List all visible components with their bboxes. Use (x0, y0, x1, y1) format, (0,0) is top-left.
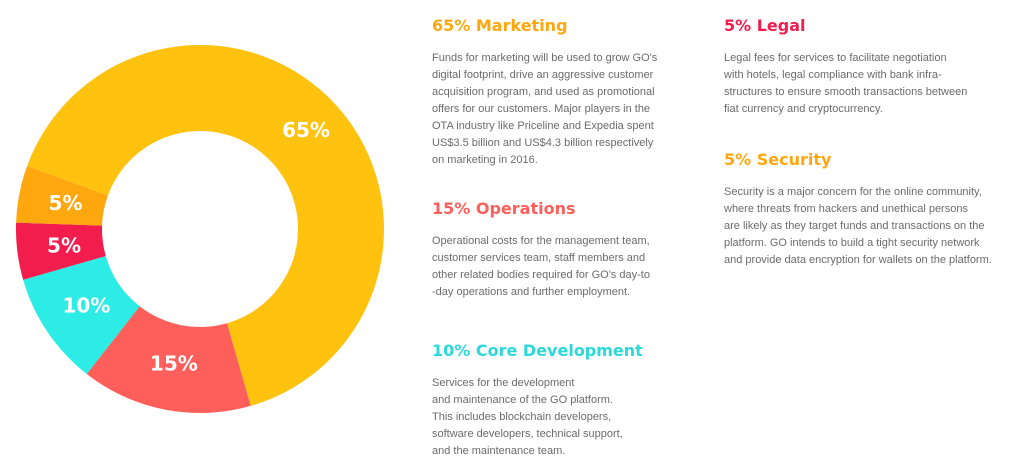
slice-core-development (23, 256, 140, 374)
text-line: Services for the development (432, 377, 575, 389)
text-line: platform. GO intends to build a tight se… (724, 237, 980, 249)
section-title-security: 5% Security (724, 150, 832, 169)
text-line: and provide data encryption for wallets … (724, 254, 992, 266)
text-line: -day operations and further employment. (432, 286, 631, 298)
text-line: OTA industry like Priceline and Expedia … (432, 120, 654, 132)
text-line: Operational costs for the management tea… (432, 235, 650, 247)
section-marketing: 65% Marketing Funds for marketing will b… (432, 16, 657, 169)
section-text-operations: Operational costs for the management tea… (432, 233, 650, 301)
text-line: offers for our customers. Major players … (432, 103, 651, 115)
text-line: US$3.5 billion and US$4.3 billion respec… (432, 137, 654, 149)
text-line: structures to ensure smooth transactions… (724, 86, 968, 98)
slice-label-core-development: 10% (62, 294, 110, 318)
text-line: software developers, technical support, (432, 428, 623, 440)
slice-label-operations: 15% (150, 351, 198, 375)
text-line: digital footprint, drive an aggressive c… (432, 69, 654, 81)
slice-legal (15, 222, 106, 280)
slice-marketing (27, 45, 384, 406)
slice-operations (86, 306, 251, 414)
section-legal: 5% Legal Legal fees for services to faci… (724, 16, 967, 118)
text-line: fiat currency and cryptocurrency. (724, 103, 883, 115)
text-line: This includes blockchain developers, (432, 411, 612, 423)
slice-label-legal: 5% (47, 234, 81, 258)
text-line: Security is a major concern for the onli… (724, 186, 982, 198)
section-core-development: 10% Core Development Services for the de… (432, 341, 643, 460)
text-line: and maintenance of the GO platform. (432, 394, 613, 406)
text-line: on marketing in 2016. (432, 154, 538, 166)
section-title-marketing: 65% Marketing (432, 16, 568, 35)
section-operations: 15% Operations Operational costs for the… (432, 199, 650, 301)
text-line: and the maintenance team. (432, 445, 566, 457)
section-text-legal: Legal fees for services to facilitate ne… (724, 50, 967, 118)
section-text-core-development: Services for the development and mainten… (432, 375, 643, 460)
section-text-marketing: Funds for marketing will be used to grow… (432, 50, 657, 169)
text-line: are likely as they target funds and tran… (724, 220, 985, 232)
text-line: customer services team, staff members an… (432, 252, 646, 264)
slice-label-security: 5% (49, 191, 83, 215)
section-title-operations: 15% Operations (432, 199, 576, 218)
section-security: 5% Security Security is a major concern … (724, 150, 992, 269)
text-line: where threats from hackers and unethical… (724, 203, 968, 215)
section-title-legal: 5% Legal (724, 16, 806, 35)
text-line: other related bodies required for GO's d… (432, 269, 650, 281)
slice-label-marketing: 65% (282, 118, 330, 142)
text-line: Legal fees for services to facilitate ne… (724, 52, 947, 64)
text-line: with hotels, legal compliance with bank … (724, 69, 942, 81)
section-title-core-development: 10% Core Development (432, 341, 643, 360)
text-line: Funds for marketing will be used to grow… (432, 52, 658, 64)
text-line: acquisition program, and used as promoti… (432, 86, 655, 98)
donut-chart: 65% 15% 10% 5% 5% (15, 45, 384, 414)
section-text-security: Security is a major concern for the onli… (724, 184, 992, 269)
slice-security (16, 166, 108, 226)
